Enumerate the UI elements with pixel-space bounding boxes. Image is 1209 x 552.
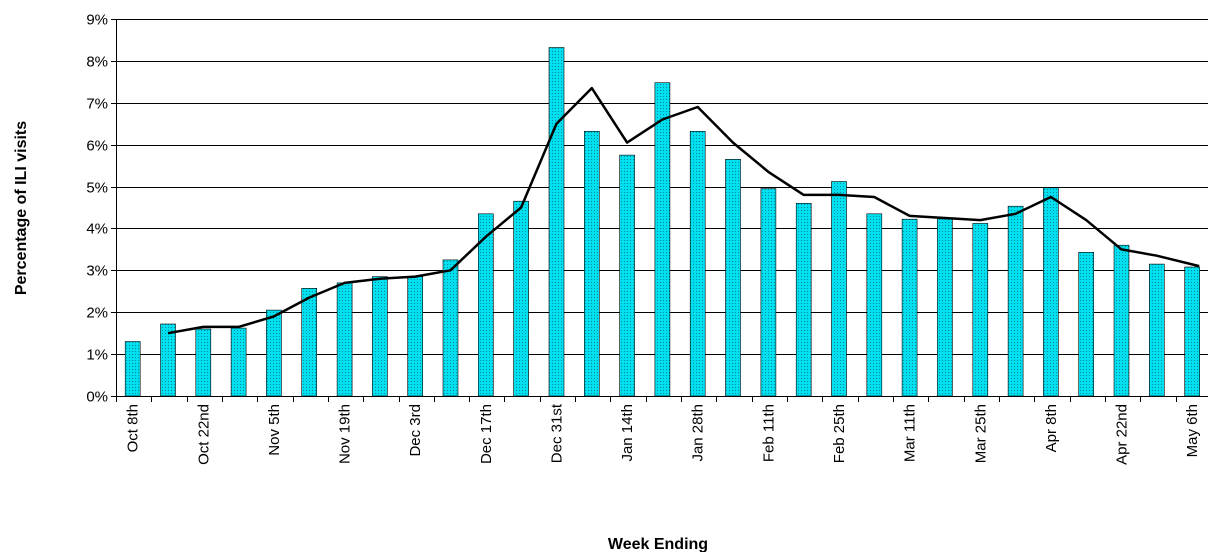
- bar: [442, 259, 459, 397]
- bar: [1113, 244, 1130, 397]
- y-tick-label: 1%: [86, 347, 108, 364]
- x-tick-label: Apr 22nd: [1114, 404, 1131, 465]
- x-tick-label: Nov 5th: [266, 404, 283, 456]
- y-tick-label: 4%: [86, 221, 108, 238]
- bar: [1043, 187, 1059, 397]
- bar: [195, 328, 212, 397]
- x-tick-label: Dec 31st: [549, 403, 566, 463]
- bar: [513, 200, 529, 397]
- bar: [548, 47, 565, 397]
- bar: [230, 327, 247, 397]
- bar: [301, 287, 318, 397]
- bar-series: [124, 47, 1200, 397]
- x-tick-label: Oct 8th: [125, 404, 142, 452]
- bar: [725, 159, 741, 397]
- x-tick-label: May 6th: [1184, 404, 1201, 457]
- x-tick-label: Jan 28th: [690, 404, 707, 462]
- bar: [795, 203, 812, 397]
- bar: [336, 282, 353, 397]
- x-tick-label: Dec 3rd: [407, 404, 424, 457]
- bar: [901, 218, 918, 397]
- line-path: [167, 86, 1200, 335]
- x-tick-label: Mar 11th: [902, 404, 919, 462]
- bar: [372, 276, 388, 397]
- x-tick-label: Nov 19th: [337, 404, 354, 464]
- x-tick-label: Jan 14th: [619, 404, 636, 462]
- bar: [266, 309, 282, 397]
- y-tick-label: 5%: [86, 180, 108, 197]
- y-tick-labels: 0% 1% 2% 3% 4% 5% 6% 7% 8% 9%: [86, 12, 108, 406]
- y-axis-title: Percentage of ILI visits: [13, 121, 30, 295]
- x-tick-label: Mar 25th: [972, 404, 989, 463]
- x-tick-label: Oct 22nd: [195, 404, 212, 465]
- bar: [654, 82, 671, 397]
- x-tick-label: Feb 11th: [760, 404, 777, 462]
- bar: [619, 154, 635, 397]
- y-tick-label: 3%: [86, 263, 108, 280]
- bar: [760, 188, 777, 397]
- bar: [689, 131, 706, 397]
- x-tick-label: Feb 25th: [831, 404, 848, 463]
- bar: [1184, 266, 1200, 397]
- bar: [407, 276, 424, 397]
- bar: [1078, 252, 1094, 397]
- bar: [124, 341, 141, 397]
- bar: [1007, 205, 1024, 397]
- y-tick-label: 2%: [86, 305, 108, 322]
- bar: [160, 323, 176, 397]
- x-tick-label: Apr 8th: [1043, 404, 1060, 452]
- bar: [1149, 263, 1165, 397]
- bar: [937, 218, 953, 397]
- y-tick-label: 7%: [86, 96, 108, 113]
- y-tick-label: 6%: [86, 138, 108, 155]
- y-tick-label: 0%: [86, 389, 108, 406]
- bar: [583, 131, 600, 397]
- y-tick-label: 8%: [86, 54, 108, 71]
- x-tick-label: Dec 17th: [478, 404, 495, 464]
- y-tick-label: 9%: [86, 12, 108, 29]
- axes: [111, 19, 1208, 402]
- bar: [866, 213, 883, 397]
- bar: [831, 181, 847, 397]
- x-tick-labels: Oct 8th Oct 22nd Nov 5th Nov 19th Dec 3rd Dec…: [125, 403, 1201, 465]
- line-series: [167, 86, 1200, 335]
- bar: [972, 223, 989, 397]
- x-axis-title: Week Ending: [608, 536, 708, 552]
